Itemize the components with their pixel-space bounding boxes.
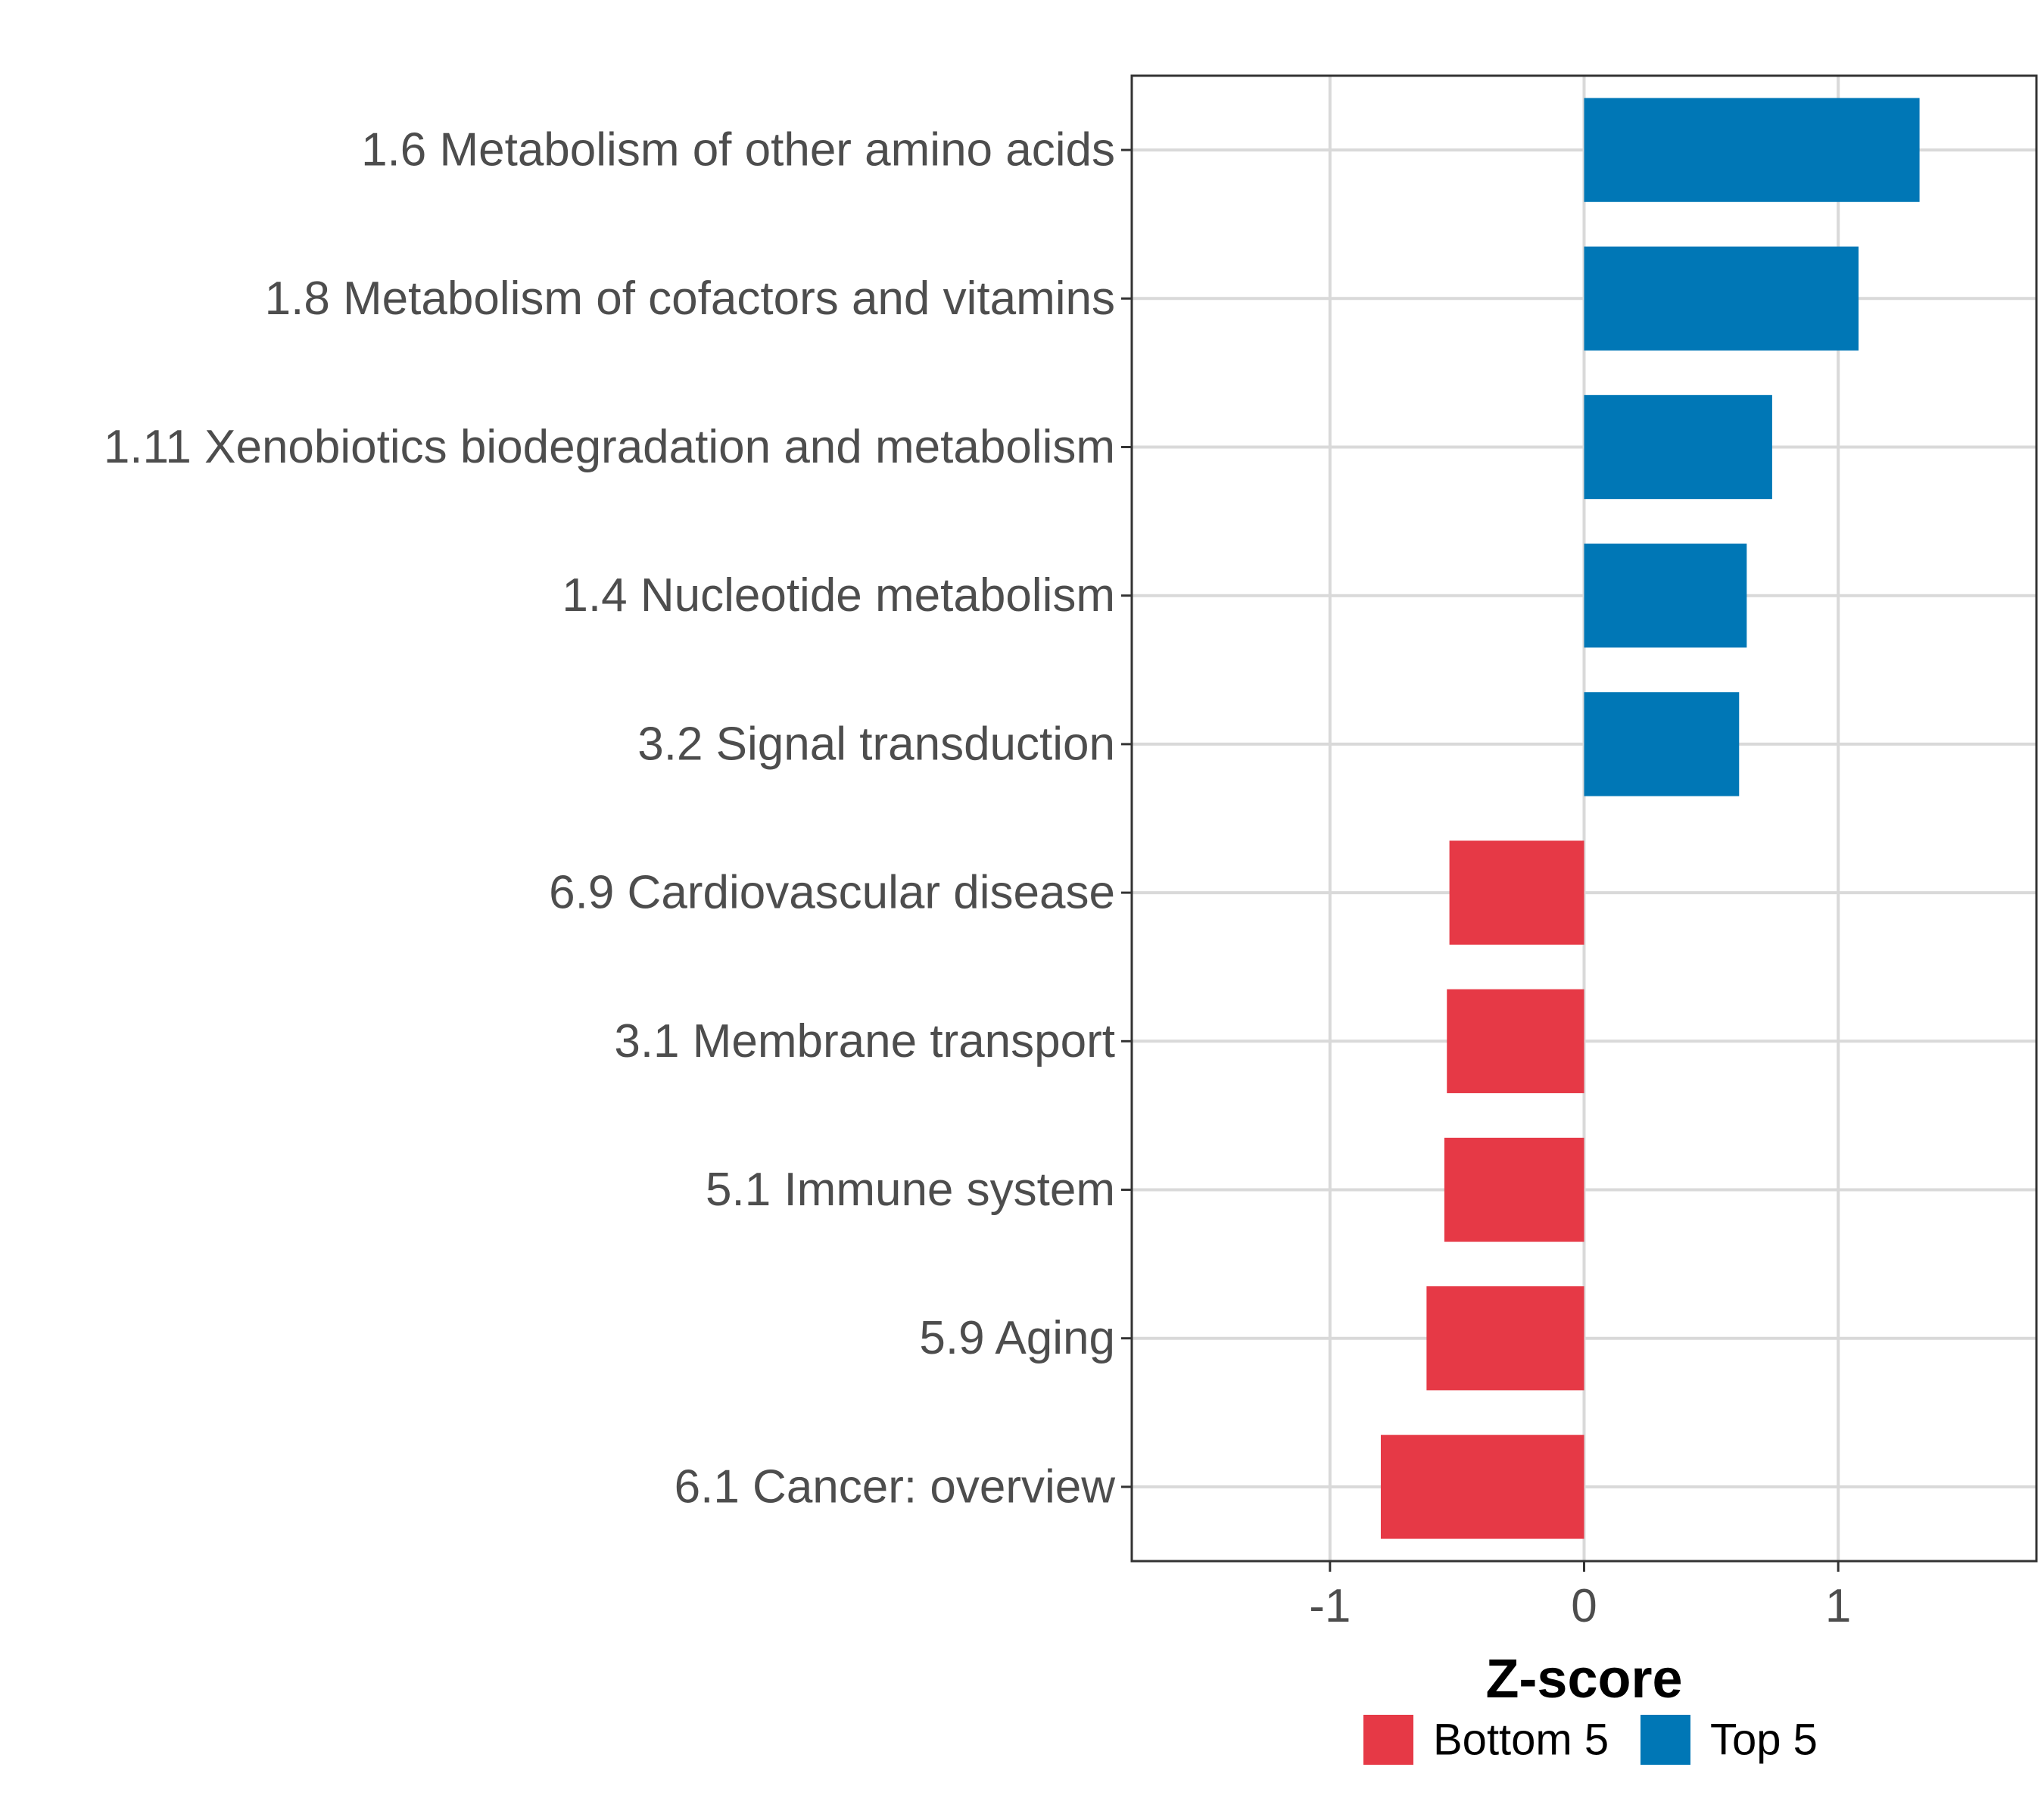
- category-label: 3.1 Membrane transport: [614, 1015, 1115, 1067]
- bar-5: [1584, 692, 1740, 796]
- bar-2: [1584, 246, 1859, 351]
- category-label: 5.1 Immune system: [706, 1164, 1115, 1216]
- bar-8: [1444, 1137, 1584, 1242]
- bar-4: [1584, 544, 1747, 648]
- bar-10: [1380, 1435, 1584, 1539]
- legend-label: Bottom 5: [1433, 1716, 1609, 1765]
- bar-3: [1584, 394, 1772, 500]
- bars: [1380, 98, 1920, 1539]
- legend-label: Top 5: [1710, 1716, 1818, 1765]
- x-axis-title: Z-score: [1485, 1649, 1682, 1709]
- category-label: 3.2 Signal transduction: [637, 718, 1115, 770]
- legend-key-1: [1363, 1715, 1413, 1765]
- category-label: 1.11 Xenobiotics biodegradation and meta…: [104, 421, 1115, 473]
- category-label: 5.9 Aging: [919, 1312, 1115, 1364]
- legend-key-2: [1640, 1715, 1690, 1765]
- category-label: 1.4 Nucleotide metabolism: [562, 569, 1115, 622]
- bar-9: [1426, 1286, 1584, 1391]
- legend: Bottom 5 Top 5: [1363, 1715, 1818, 1765]
- category-label: 1.6 Metabolism of other amino acids: [361, 124, 1115, 176]
- y-axis: 1.6 Metabolism of other amino acids 1.8 M…: [104, 124, 1132, 1513]
- x-tick-label: 0: [1571, 1580, 1597, 1632]
- bar-6: [1449, 840, 1584, 945]
- category-label: 6.1 Cancer: overview: [675, 1460, 1116, 1513]
- category-label: 6.9 Cardiovascular disease: [549, 867, 1115, 919]
- x-tick-label: -1: [1309, 1580, 1351, 1632]
- bar-7: [1447, 989, 1584, 1093]
- bar-1: [1584, 98, 1920, 202]
- x-tick-label: 1: [1825, 1580, 1851, 1632]
- category-label: 1.8 Metabolism of cofactors and vitamins: [265, 273, 1115, 325]
- x-axis: -1 0 1: [1309, 1561, 1851, 1632]
